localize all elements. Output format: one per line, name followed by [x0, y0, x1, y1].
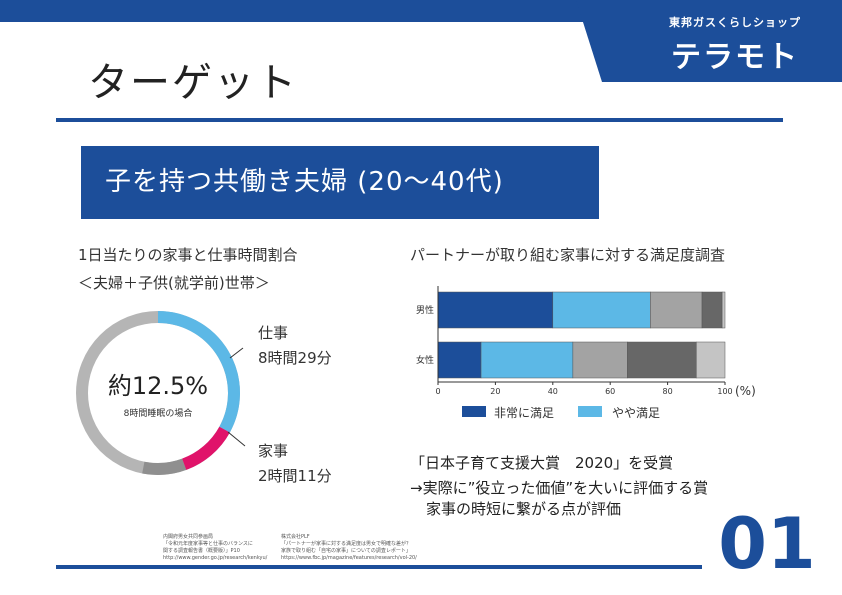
- award-description: →実際に”役立った価値”を大いに評価する賞: [410, 479, 709, 497]
- donut-segment-work: [157, 311, 240, 433]
- donut-subheading: ＜夫婦＋子供(就学前)世帯＞: [78, 274, 270, 292]
- source-right-line: https://www.fbc.jp/magazine/features/res…: [281, 555, 417, 561]
- donut-center-value: 約12.5%: [107, 372, 209, 400]
- footer-divider: [56, 565, 702, 569]
- award-title: 「日本子育て支援大賞 2020」を受賞: [410, 454, 674, 472]
- x-axis-unit: (%): [735, 384, 756, 398]
- legend-swatch-somewhat: [578, 406, 602, 417]
- housework-label: 家事: [258, 442, 289, 460]
- source-right-line: 家族で取り組む「自宅の家事」についての調査レポート」: [281, 548, 411, 554]
- bar-segment: [437, 341, 482, 379]
- work-label: 仕事: [258, 324, 289, 342]
- source-left-line: 内閣府男女共同参画局: [163, 534, 214, 540]
- title-divider: [56, 118, 783, 122]
- x-tick-label: 60: [605, 387, 615, 396]
- bar-segment: [650, 291, 703, 329]
- donut-segment-other: [142, 458, 187, 476]
- bar-segment: [437, 291, 554, 329]
- brand-tab: [576, 0, 842, 82]
- x-tick-label: 100: [717, 387, 732, 396]
- category-label: 女性: [416, 354, 434, 366]
- legend-swatch-very: [462, 406, 486, 417]
- housework-time: 2時間11分: [258, 467, 332, 485]
- brand-subtitle: 東邦ガスくらしショップ: [669, 16, 801, 29]
- bar-segment: [696, 341, 726, 379]
- source-right-line: 「パートナーが家事に対する満足度は男女で明確な差が？: [281, 541, 412, 547]
- work-time: 8時間29分: [258, 349, 332, 367]
- bar-segment: [572, 341, 628, 379]
- donut-heading: 1日当たりの家事と仕事時間割合: [78, 246, 298, 264]
- source-left-line: http://www.gender.go.jp/research/kenkyu/: [163, 555, 268, 561]
- target-banner: 子を持つ共働き夫婦 (20～40代): [81, 146, 599, 219]
- bar-chart-title: パートナーが取り組む家事に対する満足度調査: [410, 246, 726, 264]
- donut-chart: [76, 311, 246, 476]
- page-number: 01: [718, 503, 816, 585]
- bar-segment: [701, 291, 723, 329]
- donut-center-note: 8時間睡眠の場合: [123, 409, 193, 419]
- source-right: 株式会社PLF 「パートナーが家事に対する満足度は男女で明確な差が？ 家族で取り…: [281, 534, 491, 562]
- x-tick-label: 40: [548, 387, 558, 396]
- source-left-line: 「令和元年度家事等と仕事のバランスに: [163, 541, 253, 547]
- x-tick-label: 20: [490, 387, 500, 396]
- legend-label-somewhat: やや満足: [612, 406, 661, 420]
- bar-segment: [552, 291, 651, 329]
- source-left: 内閣府男女共同参画局 「令和元年度家事等と仕事のバランスに 関する調査報告書（概…: [163, 534, 353, 562]
- page-title: ターゲット: [88, 60, 298, 106]
- category-label: 男性: [416, 304, 434, 316]
- x-tick-label: 0: [435, 387, 440, 396]
- source-left-line: 関する調査報告書（概要版）」P10: [163, 548, 240, 554]
- x-tick-label: 80: [663, 387, 673, 396]
- donut-segment-housework: [181, 426, 230, 470]
- award-reason: 家事の時短に繋がる点が評価: [426, 500, 622, 518]
- bar-segment: [721, 291, 726, 329]
- source-right-line: 株式会社PLF: [281, 534, 310, 540]
- legend-label-very: 非常に満足: [494, 406, 555, 420]
- brand-logo: テラモト: [671, 40, 799, 75]
- bar-segment: [627, 341, 697, 379]
- bar-segment: [480, 341, 574, 379]
